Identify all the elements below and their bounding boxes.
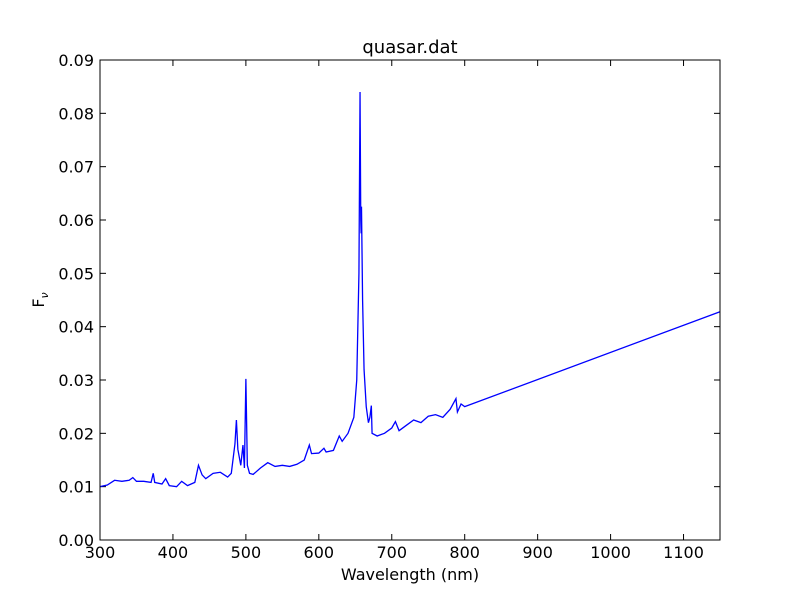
y-tick-label: 0.08 — [58, 104, 94, 123]
x-tick-label: 400 — [158, 543, 189, 562]
x-tick-label: 500 — [231, 543, 262, 562]
y-label-main: F — [29, 298, 48, 307]
y-tick-label: 0.01 — [58, 478, 94, 497]
y-tick-label: 0.05 — [58, 264, 94, 283]
x-tick-label: 800 — [449, 543, 480, 562]
y-tick-label: 0.07 — [58, 158, 94, 177]
y-tick-label: 0.09 — [58, 51, 94, 70]
x-tick-label: 1000 — [590, 543, 631, 562]
y-tick-label: 0.03 — [58, 371, 94, 390]
x-tick-label: 900 — [522, 543, 553, 562]
y-label-sub: ν — [38, 292, 51, 298]
chart-title: quasar.dat — [362, 37, 457, 58]
line — [99, 91, 721, 488]
y-tick-label: 0.02 — [58, 424, 94, 443]
y-tick-label: 0.06 — [58, 211, 94, 230]
x-tick-label: 1100 — [663, 543, 704, 562]
y-axis-label: Fν — [29, 292, 51, 307]
x-tick-label: 700 — [376, 543, 407, 562]
axes-frame — [99, 59, 721, 541]
x-tick-label: 600 — [304, 543, 335, 562]
y-tick-label: 0.00 — [58, 531, 94, 550]
x-tick-label: 300 — [85, 543, 116, 562]
x-axis-label: Wavelength (nm) — [341, 565, 479, 584]
y-tick-label: 0.04 — [58, 318, 94, 337]
